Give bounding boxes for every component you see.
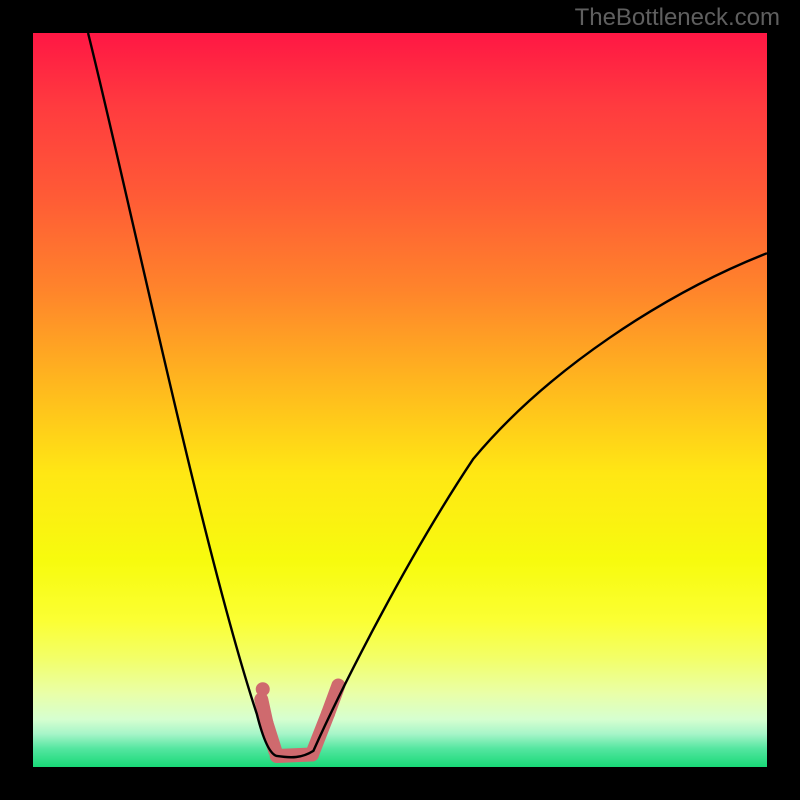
chart-svg [0,0,800,800]
plot-area [33,33,767,767]
watermark-text: TheBottleneck.com [575,4,780,32]
valley-highlight-dot [256,682,270,696]
